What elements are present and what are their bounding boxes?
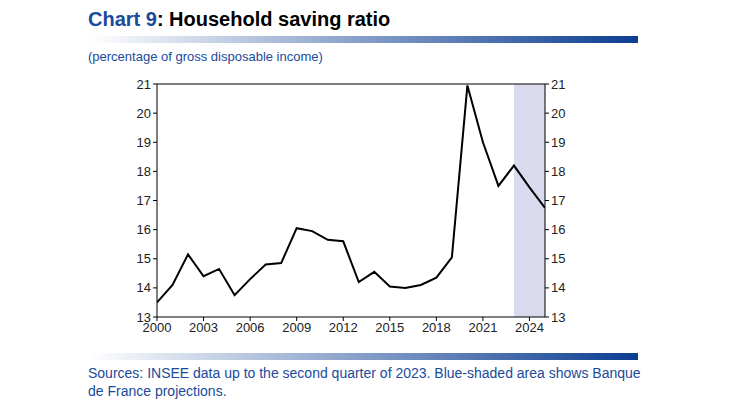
svg-text:2024: 2024 — [515, 320, 544, 335]
svg-text:15: 15 — [551, 251, 565, 266]
svg-text:13: 13 — [551, 310, 565, 325]
svg-text:17: 17 — [551, 193, 565, 208]
html-text:Chart 9: Household saving rati: Chart 9: Household saving ratio — [88, 8, 391, 30]
svg-text:17: 17 — [137, 193, 151, 208]
svg-text:2000: 2000 — [142, 320, 172, 336]
svg-text:21: 21 — [137, 77, 151, 92]
svg-text:13: 13 — [137, 310, 151, 325]
svg-text:18: 18 — [551, 164, 565, 179]
svg-text:2012: 2012 — [329, 320, 358, 335]
svg-text:20: 20 — [551, 106, 565, 121]
html-text:Sources: INSEE data up to the: Sources: INSEE data up to the second qua… — [88, 365, 641, 399]
svg-text:2006: 2006 — [236, 320, 265, 335]
svg-text:14: 14 — [551, 280, 565, 295]
svg-text:21: 21 — [551, 77, 565, 92]
svg-text:16: 16 — [551, 222, 565, 237]
html-text:(percentage of gross disposabl: (percentage of gross disposable income) — [88, 49, 323, 64]
svg-text:16: 16 — [137, 222, 151, 237]
svg-text:19: 19 — [137, 135, 151, 150]
svg-text:2015: 2015 — [375, 320, 404, 335]
svg-text:19: 19 — [551, 135, 565, 150]
svg-text:2009: 2009 — [282, 320, 311, 335]
svg-text:14: 14 — [137, 280, 151, 295]
svg-text:20: 20 — [137, 106, 151, 121]
svg-text:18: 18 — [137, 164, 151, 179]
svg-text:2021: 2021 — [468, 320, 497, 335]
svg-text:2003: 2003 — [189, 320, 218, 335]
svg-text:15: 15 — [137, 251, 151, 266]
svg-text:2018: 2018 — [422, 320, 451, 335]
